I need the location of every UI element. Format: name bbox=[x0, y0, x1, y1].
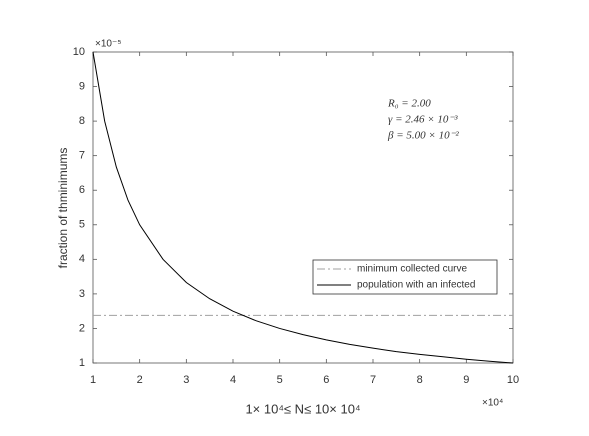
x-exponent: ×10⁴ bbox=[482, 398, 503, 409]
x-tick-label: 3 bbox=[183, 374, 189, 386]
x-tick-label: 2 bbox=[137, 374, 143, 386]
y-tick-label: 8 bbox=[79, 115, 85, 127]
annotation: β = 5.00 × 10⁻² bbox=[387, 130, 459, 142]
y-tick-label: 2 bbox=[79, 322, 85, 334]
y-tick-label: 5 bbox=[79, 219, 85, 231]
annotation: γ = 2.46 × 10⁻³ bbox=[388, 114, 458, 126]
x-axis-label: 1× 10⁴≤ N≤ 10× 10⁴ bbox=[245, 401, 360, 416]
legend-box bbox=[312, 259, 498, 295]
line-series bbox=[92, 51, 514, 364]
y-exponent: ×10⁻⁵ bbox=[95, 39, 121, 50]
x-tick-label: 7 bbox=[370, 374, 376, 386]
legend-label: population with an infected bbox=[357, 280, 475, 291]
x-tick-label: 6 bbox=[323, 374, 329, 386]
x-tick-label: 9 bbox=[463, 374, 469, 386]
y-tick-label: 10 bbox=[73, 46, 85, 58]
y-tick-label: 6 bbox=[79, 184, 85, 196]
plot-box bbox=[92, 51, 514, 364]
x-tick-label: 1 bbox=[90, 374, 96, 386]
y-tick-label: 7 bbox=[79, 150, 85, 162]
x-tick-label: 8 bbox=[417, 374, 423, 386]
x-tick-label: 5 bbox=[277, 374, 283, 386]
y-tick-label: 4 bbox=[79, 253, 85, 265]
y-tick-label: 3 bbox=[79, 288, 85, 300]
y-tick-label: 1 bbox=[79, 357, 85, 369]
x-tick-label: 10 bbox=[507, 374, 519, 386]
y-axis-label: fraction of thminimums bbox=[56, 148, 70, 269]
legend-label: minimum collected curve bbox=[357, 264, 467, 275]
x-tick-label: 4 bbox=[230, 374, 236, 386]
annotation: R₀ = 2.00 bbox=[387, 98, 431, 110]
y-tick-label: 9 bbox=[79, 80, 85, 92]
